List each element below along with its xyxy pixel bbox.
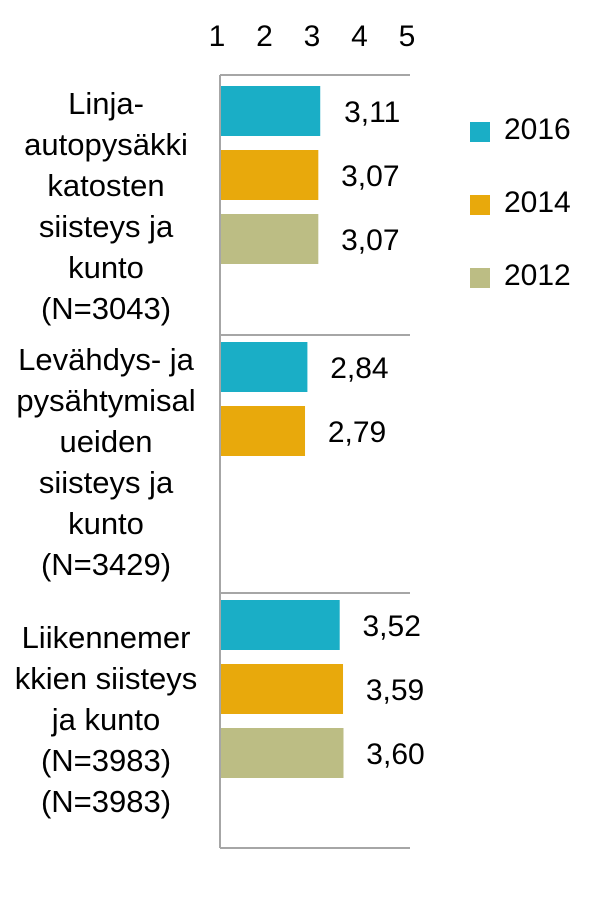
data-label: 2,79 [328,416,386,449]
category-label-line: (N=3983) [40,784,172,819]
legend-item-2012: 2012 [470,256,600,329]
bar [221,664,344,714]
category-label-line: katosten [47,168,165,203]
category-label-line: Liikennemer [21,620,191,655]
x-tick-label: 2 [256,20,273,53]
category-label-line: (N=3043) [40,291,172,326]
x-tick-label: 3 [304,20,321,53]
legend-swatch-2016 [470,122,490,142]
category-label-line: pysähtymisal [16,383,196,418]
data-label: 3,59 [366,674,424,707]
category-label-line: ja kunto [51,702,161,737]
legend-item-2014: 2014 [470,183,600,256]
legend-label-2012: 2012 [504,259,571,292]
bar [221,150,319,200]
data-label: 3,07 [341,224,399,257]
bar [221,406,306,456]
category-label: Levähdys- ja pysähtymisal ueiden siisteys j… [0,339,212,585]
x-tick-label: 5 [399,20,416,53]
legend-label-2014: 2014 [504,186,571,219]
data-label: 2,84 [330,352,388,385]
category-label-line: autopysäkki [24,127,188,162]
category-label-line: (N=3983) [40,743,172,778]
x-tick-label: 4 [351,20,368,53]
x-tick-label: 1 [209,20,226,53]
category-label-line: (N=3429) [40,547,172,582]
bar [221,600,340,650]
data-label: 3,11 [344,96,400,129]
category-label-line: ueiden [59,424,153,459]
category-label-line: Levähdys- ja [18,342,194,377]
data-label: 3,60 [366,738,424,771]
category-label: Linja-autopysäkki katosten siisteys ja kunt… [0,83,212,329]
bar [221,342,308,392]
category-label-line: kunto [68,250,144,285]
data-label: 3,07 [341,160,399,193]
data-label: 3,52 [363,610,421,643]
bar [221,728,344,778]
legend-label-2016: 2016 [504,113,571,146]
legend: 2016 2014 2012 [470,110,600,329]
category-label: Liikennemer kkien siisteys ja kunto (N=3983… [0,617,212,822]
category-label-line: siisteys ja [38,465,174,500]
category-label-line: kunto [68,506,144,541]
category-label-line: siisteys ja [38,209,174,244]
legend-item-2016: 2016 [470,110,600,183]
bar [221,214,319,264]
category-label-line: Linja- [68,86,144,121]
category-label-line: kkien siisteys [14,661,198,696]
legend-swatch-2014 [470,195,490,215]
bar [221,86,321,136]
legend-swatch-2012 [470,268,490,288]
